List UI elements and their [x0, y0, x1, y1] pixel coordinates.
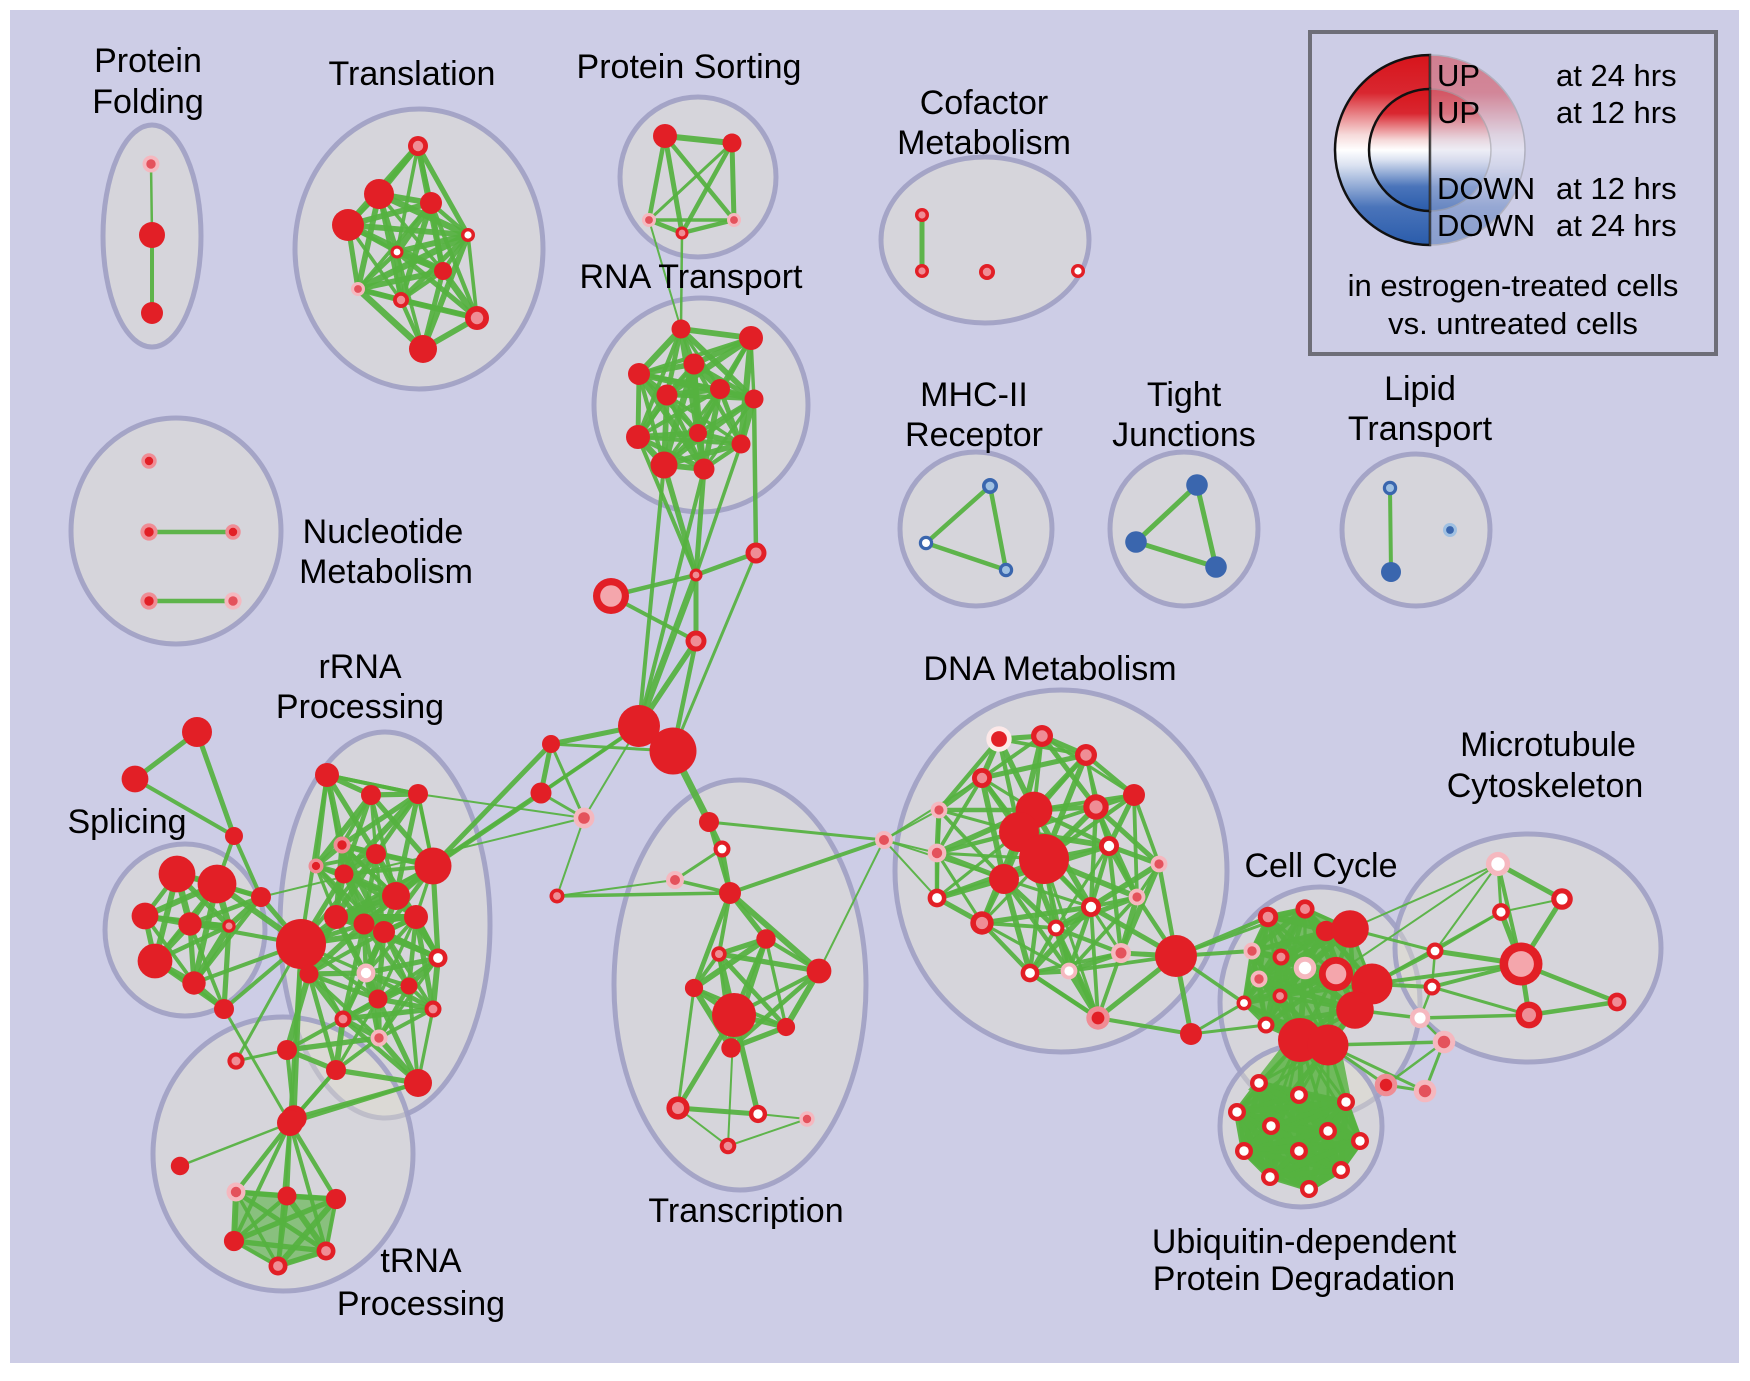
- svg-text:at 12 hrs: at 12 hrs: [1556, 171, 1677, 206]
- svg-text:RNA Transport: RNA Transport: [580, 258, 804, 296]
- svg-text:Receptor: Receptor: [905, 416, 1043, 454]
- svg-text:Metabolism: Metabolism: [299, 553, 473, 591]
- svg-text:Metabolism: Metabolism: [897, 124, 1071, 162]
- svg-text:MHC-II: MHC-II: [920, 376, 1028, 414]
- svg-text:Junctions: Junctions: [1112, 416, 1256, 454]
- svg-text:Microtubule: Microtubule: [1460, 726, 1636, 764]
- svg-text:Cytoskeleton: Cytoskeleton: [1447, 767, 1644, 805]
- svg-text:Protein Sorting: Protein Sorting: [577, 48, 802, 86]
- svg-text:DNA Metabolism: DNA Metabolism: [923, 650, 1176, 688]
- svg-text:DOWN: DOWN: [1437, 171, 1535, 206]
- svg-text:Splicing: Splicing: [67, 803, 186, 841]
- svg-text:Nucleotide: Nucleotide: [303, 513, 464, 551]
- svg-text:Processing: Processing: [276, 688, 444, 726]
- svg-text:at 24 hrs: at 24 hrs: [1556, 58, 1677, 93]
- svg-text:Cell Cycle: Cell Cycle: [1244, 847, 1397, 885]
- svg-text:tRNA: tRNA: [380, 1242, 462, 1280]
- svg-text:Cofactor: Cofactor: [920, 84, 1049, 122]
- svg-text:Processing: Processing: [337, 1285, 505, 1323]
- svg-text:DOWN: DOWN: [1437, 208, 1535, 243]
- svg-text:Folding: Folding: [92, 83, 204, 121]
- svg-text:at 12 hrs: at 12 hrs: [1556, 95, 1677, 130]
- svg-text:UP: UP: [1437, 95, 1480, 130]
- svg-text:rRNA: rRNA: [318, 648, 401, 686]
- svg-text:in estrogen-treated cells: in estrogen-treated cells: [1348, 268, 1679, 303]
- svg-text:Translation: Translation: [329, 55, 496, 93]
- svg-text:vs. untreated cells: vs. untreated cells: [1388, 306, 1638, 341]
- svg-text:Protein Degradation: Protein Degradation: [1153, 1260, 1455, 1298]
- svg-text:Transport: Transport: [1348, 410, 1493, 448]
- svg-text:Transcription: Transcription: [648, 1192, 843, 1230]
- svg-text:Protein: Protein: [94, 42, 202, 80]
- svg-text:UP: UP: [1437, 58, 1480, 93]
- svg-text:Tight: Tight: [1147, 376, 1222, 414]
- svg-text:at 24 hrs: at 24 hrs: [1556, 208, 1677, 243]
- svg-text:Ubiquitin-dependent: Ubiquitin-dependent: [1152, 1223, 1457, 1261]
- svg-text:Lipid: Lipid: [1384, 370, 1456, 408]
